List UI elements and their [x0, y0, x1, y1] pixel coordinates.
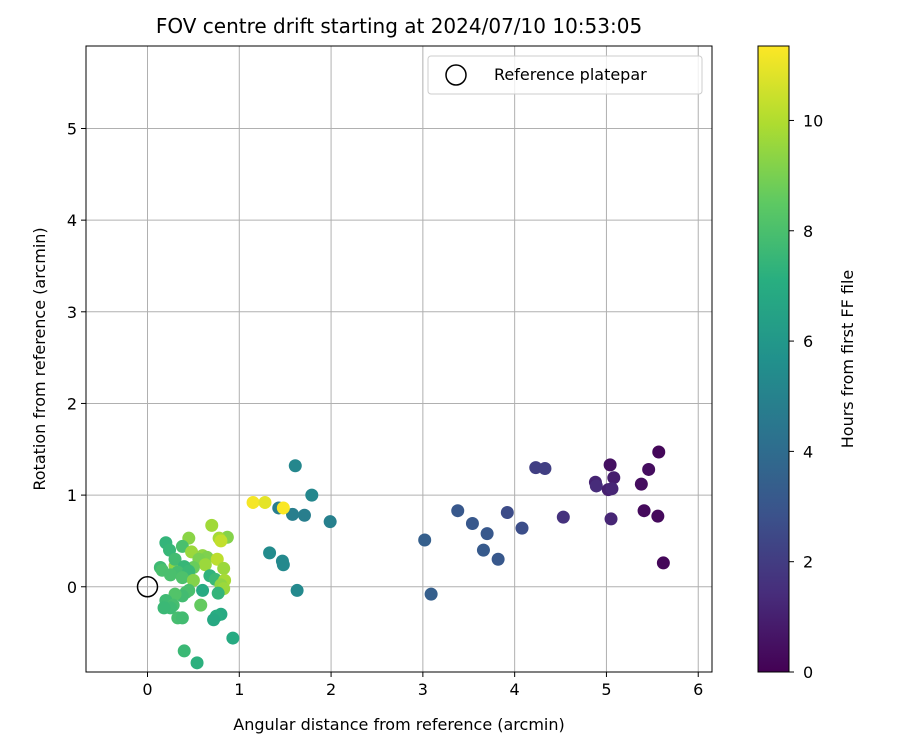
data-point: [263, 546, 277, 560]
data-point: [634, 477, 648, 491]
data-point: [607, 471, 621, 485]
data-point: [491, 552, 505, 566]
y-axis-ticks: 0 1 2 3 4 5: [67, 119, 86, 597]
x-tick-label: 0: [142, 680, 152, 699]
legend-marker: [445, 64, 467, 86]
reference-point: [136, 576, 159, 598]
data-point: [603, 458, 617, 472]
data-point: [207, 613, 221, 627]
y-tick-label: 4: [67, 211, 77, 230]
data-point: [276, 558, 290, 572]
data-point: [198, 558, 212, 572]
data-point: [226, 631, 240, 645]
data-point: [211, 586, 225, 600]
legend: Reference platepar: [427, 55, 703, 95]
data-point: [205, 518, 219, 532]
chart-title: FOV centre drift starting at 2024/07/10 …: [156, 14, 642, 38]
plot-frame: [85, 45, 713, 673]
data-point: [190, 656, 204, 670]
data-point: [323, 515, 337, 529]
y-tick-label: 3: [67, 303, 77, 322]
data-point: [538, 462, 552, 476]
data-point: [276, 501, 290, 515]
y-axis-label: Rotation from reference (arcmin): [30, 227, 49, 490]
data-point: [651, 509, 665, 523]
x-tick-label: 3: [418, 680, 428, 699]
colorbar-gradient: [757, 45, 790, 673]
data-point: [168, 552, 182, 566]
data-point: [589, 479, 603, 493]
data-point: [476, 543, 490, 557]
colorbar-tick-label: 6: [803, 332, 813, 351]
data-point: [163, 568, 177, 582]
x-axis-label: Angular distance from reference (arcmin): [233, 715, 564, 734]
data-point: [605, 482, 619, 496]
data-point: [175, 611, 189, 625]
data-point: [515, 521, 529, 535]
data-point: [196, 583, 210, 597]
x-tick-label: 4: [510, 680, 520, 699]
data-point: [210, 552, 224, 566]
x-tick-label: 2: [326, 680, 336, 699]
data-point: [214, 534, 228, 548]
data-point: [642, 462, 656, 476]
data-point: [451, 504, 465, 518]
data-point: [288, 459, 302, 473]
data-points: [153, 445, 670, 670]
data-point: [177, 644, 191, 658]
data-point: [194, 598, 208, 612]
colorbar-tick-label: 10: [803, 111, 823, 130]
colorbar-label: Hours from first FF file: [838, 270, 857, 449]
y-tick-label: 5: [67, 119, 77, 138]
reference-marker: [136, 576, 159, 598]
x-tick-label: 5: [601, 680, 611, 699]
colorbar-tick-label: 0: [803, 663, 813, 682]
y-tick-label: 0: [67, 578, 77, 597]
data-point: [168, 587, 182, 601]
data-point: [286, 507, 300, 521]
x-tick-label: 1: [234, 680, 244, 699]
data-point: [652, 445, 666, 459]
y-tick-label: 1: [67, 486, 77, 505]
colorbar-tick-label: 4: [803, 442, 813, 461]
data-point: [157, 601, 171, 615]
data-point: [258, 495, 272, 509]
data-point: [290, 583, 304, 597]
data-point: [656, 556, 670, 570]
data-point: [217, 561, 231, 575]
x-tick-label: 6: [693, 680, 703, 699]
data-point: [465, 517, 479, 531]
colorbar-ticks: 0 2 4 6 8 10: [789, 111, 823, 682]
data-point: [424, 587, 438, 601]
data-point: [480, 527, 494, 541]
legend-box: [427, 55, 703, 95]
data-point: [637, 504, 651, 518]
colorbar: 0 2 4 6 8 10 Hours from first FF file: [757, 45, 857, 682]
colorbar-tick-label: 2: [803, 553, 813, 572]
data-point: [500, 506, 514, 520]
legend-label: Reference platepar: [494, 65, 647, 84]
colorbar-tick-label: 8: [803, 222, 813, 241]
data-point: [556, 510, 570, 524]
y-tick-label: 2: [67, 394, 77, 413]
data-point: [297, 508, 311, 522]
data-point: [246, 495, 260, 509]
data-point: [305, 488, 319, 502]
data-point: [418, 533, 432, 547]
data-point: [175, 571, 189, 585]
data-point: [186, 573, 200, 587]
data-point: [604, 512, 618, 526]
x-axis-ticks: 0 1 2 3 4 5 6: [142, 672, 703, 699]
